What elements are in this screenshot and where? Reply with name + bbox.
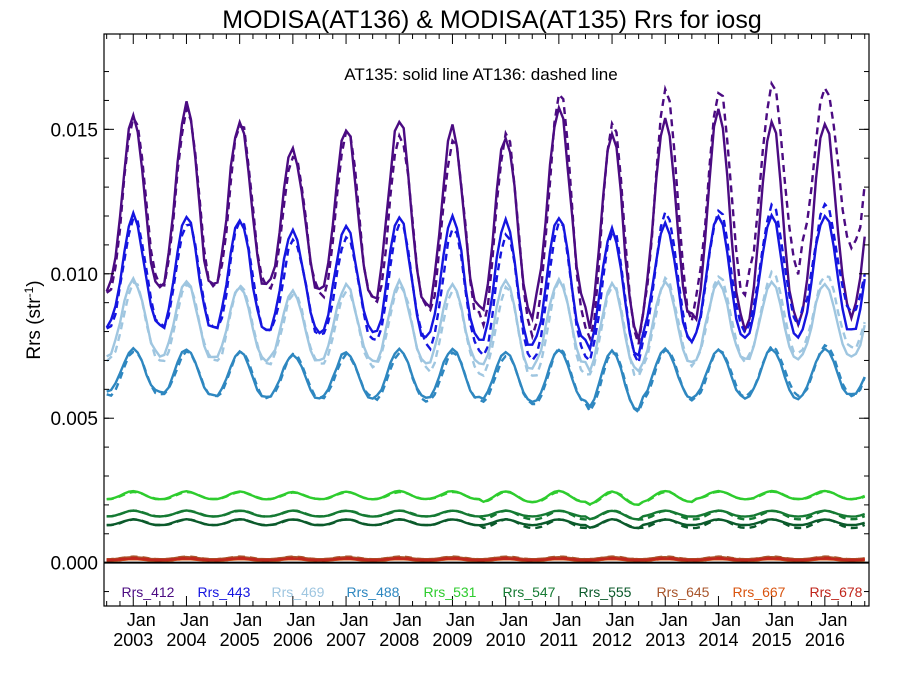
- y-axis-label-main: Rrs (str: [24, 297, 45, 360]
- legend: Rrs_412 Rrs_443 Rrs_469 Rrs_488 Rrs_531 Rrs_5…: [122, 584, 863, 600]
- x-tick-label-month: Jan: [712, 610, 741, 630]
- series-line-dashed-rrs-547: [106, 509, 866, 521]
- y-axis-label: Rrs (str-1): [22, 280, 45, 359]
- x-tick-label-year: 2008: [379, 630, 419, 650]
- series-line-dashed-rrs-412: [105, 80, 866, 345]
- axes: 0.0000.0050.0100.015Jan2003Jan2004Jan200…: [50, 33, 870, 650]
- x-tick-label-year: 2013: [645, 630, 685, 650]
- y-axis-label-close: ): [24, 280, 45, 286]
- legend-entry-rrs-547: Rrs_547: [503, 584, 556, 600]
- series-line-dashed-rrs-443: [106, 201, 866, 367]
- legend-entry-rrs-469: Rrs_469: [272, 584, 325, 600]
- x-tick-label-year: 2003: [113, 630, 153, 650]
- line-style-annotation: AT135: solid line AT136: dashed line: [344, 65, 617, 84]
- x-tick-label-month: Jan: [180, 610, 209, 630]
- series-rrs-412: [105, 80, 866, 345]
- series-rrs-547: [106, 509, 866, 521]
- y-axis-label-superscript: -1: [22, 286, 36, 297]
- y-tick-label: 0.005: [50, 409, 98, 430]
- legend-entry-rrs-645: Rrs_645: [657, 584, 710, 600]
- series-rrs-678: [106, 556, 865, 562]
- series-line-dashed-rrs-555: [106, 517, 866, 530]
- x-tick-label-year: 2012: [592, 630, 632, 650]
- series-rrs-443: [105, 201, 866, 367]
- legend-entry-rrs-667: Rrs_667: [733, 584, 786, 600]
- series-line-solid-rrs-469: [106, 275, 866, 375]
- x-tick-label-year: 2005: [220, 630, 260, 650]
- series-line-solid-rrs-488: [106, 346, 866, 411]
- legend-entry-rrs-412: Rrs_412: [122, 584, 175, 600]
- x-tick-label-month: Jan: [499, 610, 528, 630]
- y-tick-label: 0.000: [50, 554, 98, 575]
- legend-entry-rrs-531: Rrs_531: [424, 584, 477, 600]
- series-line-solid-rrs-555: [106, 517, 866, 530]
- series-rrs-469: [105, 269, 866, 378]
- x-tick-label-month: Jan: [286, 610, 315, 630]
- x-tick-label-year: 2014: [698, 630, 738, 650]
- x-tick-label-month: Jan: [818, 610, 847, 630]
- x-tick-label-year: 2004: [166, 630, 206, 650]
- x-tick-label-year: 2010: [486, 630, 526, 650]
- series-line-solid-rrs-547: [106, 509, 866, 521]
- legend-entry-rrs-678: Rrs_678: [810, 584, 863, 600]
- x-tick-label-month: Jan: [233, 610, 262, 630]
- series-rrs-555: [106, 517, 866, 530]
- x-tick-label-month: Jan: [552, 610, 581, 630]
- legend-entry-rrs-488: Rrs_488: [347, 584, 400, 600]
- x-tick-label-month: Jan: [340, 610, 369, 630]
- x-tick-label-year: 2009: [432, 630, 472, 650]
- y-tick-label: 0.010: [50, 265, 98, 286]
- series-rrs-531: [106, 489, 866, 507]
- series-rrs-488: [106, 343, 866, 415]
- x-tick-label-month: Jan: [127, 610, 156, 630]
- legend-entry-rrs-443: Rrs_443: [198, 584, 251, 600]
- plot-frame: [103, 33, 870, 607]
- x-tick-label-month: Jan: [659, 610, 688, 630]
- x-tick-label-year: 2007: [326, 630, 366, 650]
- series-line-solid-rrs-678: [106, 557, 865, 562]
- x-tick-label-month: Jan: [765, 610, 794, 630]
- x-tick-label-year: 2016: [805, 630, 845, 650]
- chart-title: MODISA(AT136) & MODISA(AT135) Rrs for io…: [222, 6, 761, 34]
- series-line-solid-rrs-443: [105, 209, 866, 358]
- x-tick-label-year: 2015: [752, 630, 792, 650]
- x-tick-label-month: Jan: [393, 610, 422, 630]
- x-tick-label-month: Jan: [446, 610, 475, 630]
- x-tick-label-year: 2011: [539, 630, 578, 650]
- x-tick-label-month: Jan: [606, 610, 635, 630]
- series-layer: [105, 80, 866, 562]
- y-tick-label: 0.015: [50, 120, 98, 141]
- series-line-solid-rrs-412: [105, 101, 866, 344]
- x-tick-label-year: 2006: [273, 630, 313, 650]
- legend-entry-rrs-555: Rrs_555: [579, 584, 632, 600]
- series-line-solid-rrs-531: [106, 489, 866, 507]
